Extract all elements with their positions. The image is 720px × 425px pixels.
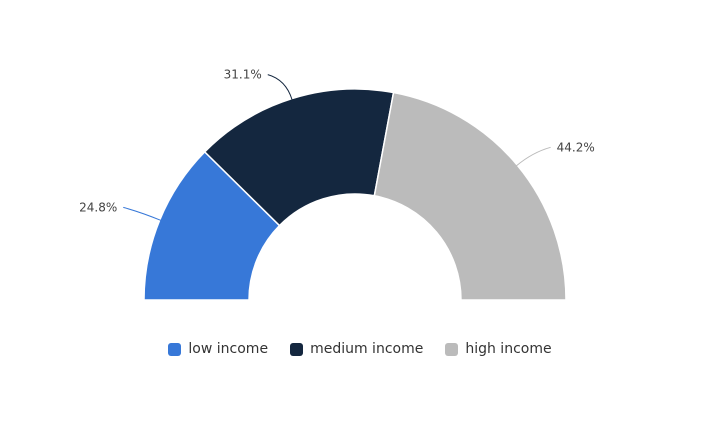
- data-label-low-income: 24.8%: [79, 200, 117, 214]
- connector-high-income: [516, 146, 551, 167]
- legend-item-low-income[interactable]: low income: [168, 341, 268, 357]
- legend-swatch-low-income: [168, 342, 182, 356]
- legend-label-high-income: high income: [465, 341, 552, 357]
- legend-item-medium-income[interactable]: medium income: [290, 341, 423, 357]
- slice-high-income[interactable]: [373, 91, 567, 301]
- legend: low income medium income high income: [0, 341, 720, 357]
- legend-item-high-income[interactable]: high income: [445, 341, 552, 357]
- data-label-medium-income: 31.1%: [224, 68, 262, 82]
- connector-low-income: [123, 206, 161, 221]
- legend-label-low-income: low income: [188, 341, 269, 357]
- slice-medium-income[interactable]: [204, 88, 395, 227]
- legend-label-medium-income: medium income: [310, 341, 424, 357]
- data-label-group: 24.8% 31.1% 44.2%: [79, 68, 595, 215]
- connector-medium-income: [267, 74, 293, 100]
- legend-swatch-medium-income: [290, 342, 304, 356]
- connector-group: [123, 74, 551, 221]
- data-label-high-income: 44.2%: [557, 140, 595, 154]
- legend-swatch-high-income: [445, 342, 459, 356]
- slice-group: [143, 88, 567, 301]
